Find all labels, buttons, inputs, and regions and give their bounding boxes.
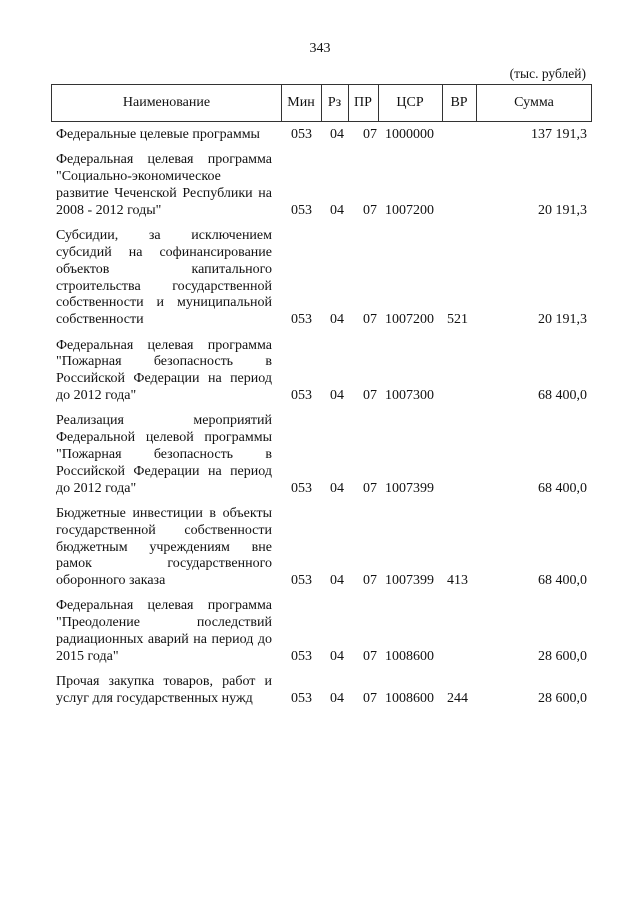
cell-rz: 04 <box>330 312 344 328</box>
cell-pr: 07 <box>363 648 377 664</box>
cell-sum: 137 191,3 <box>531 127 587 142</box>
header-min: Мин <box>287 95 315 110</box>
header-name: Наименование <box>122 95 211 110</box>
cell-sum: 68 400,0 <box>538 480 587 496</box>
cell-min: 053 <box>291 127 312 142</box>
cell-csr: 1008600 <box>385 648 434 664</box>
header-rz: Рз <box>327 95 342 110</box>
cell-sum: 68 400,0 <box>538 387 587 403</box>
table-header: Наименование Мин Рз ПР ЦСР ВР Сумма <box>51 84 592 122</box>
cell-pr: 07 <box>363 387 377 403</box>
table-row: Федеральные целевые программы 053 04 07 1000… <box>56 127 596 144</box>
row-name: Субсидии, за исключением субсидий на соф… <box>56 228 272 328</box>
cell-sum: 68 400,0 <box>538 573 587 589</box>
header-csr: ЦСР <box>396 95 424 110</box>
table-row: Бюджетные инвестиции в объекты государст… <box>56 506 596 590</box>
cell-min: 053 <box>291 480 312 496</box>
divider <box>321 85 322 121</box>
cell-pr: 07 <box>363 312 377 328</box>
cell-rz: 04 <box>330 480 344 496</box>
row-name: Прочая закупка товаров, работ и услуг дл… <box>56 674 272 707</box>
cell-min: 053 <box>291 691 312 707</box>
cell-min: 053 <box>291 387 312 403</box>
cell-csr: 1008600 <box>385 691 434 707</box>
divider <box>281 85 282 121</box>
units-label: (тыс. рублей) <box>509 66 586 81</box>
cell-min: 053 <box>291 312 312 328</box>
cell-rz: 04 <box>330 387 344 403</box>
table-row: Прочая закупка товаров, работ и услуг дл… <box>56 674 596 708</box>
cell-pr: 07 <box>363 127 377 142</box>
cell-csr: 1007200 <box>385 312 434 328</box>
cell-rz: 04 <box>330 648 344 664</box>
cell-rz: 04 <box>330 202 344 218</box>
cell-min: 053 <box>291 202 312 218</box>
row-name: Бюджетные инвестиции в объекты государст… <box>56 505 272 589</box>
cell-sum: 28 600,0 <box>538 648 587 664</box>
divider <box>348 85 349 121</box>
divider <box>476 85 477 121</box>
row-name: Федеральная целевая программа "Социально… <box>56 152 272 218</box>
cell-min: 053 <box>291 573 312 589</box>
row-name: Федеральная целевая программа "Пожарная … <box>56 337 272 403</box>
cell-sum: 28 600,0 <box>538 691 587 707</box>
cell-vr: 413 <box>447 573 468 589</box>
cell-sum: 20 191,3 <box>538 202 587 218</box>
cell-rz: 04 <box>330 573 344 589</box>
cell-csr: 1000000 <box>385 127 434 142</box>
cell-csr: 1007399 <box>385 480 434 496</box>
header-pr: ПР <box>354 95 372 110</box>
header-vr: ВР <box>450 95 468 110</box>
divider <box>442 85 443 121</box>
row-name: Федеральная целевая программа "Преодолен… <box>56 598 272 664</box>
cell-pr: 07 <box>363 691 377 707</box>
table-row: Субсидии, за исключением субсидий на соф… <box>56 228 596 329</box>
cell-pr: 07 <box>363 573 377 589</box>
cell-rz: 04 <box>330 127 344 142</box>
cell-vr: 244 <box>447 691 468 707</box>
table-body: Федеральные целевые программы 053 04 07 1000… <box>56 127 596 716</box>
table-row: Федеральная целевая программа "Преодолен… <box>56 598 596 665</box>
cell-csr: 1007200 <box>385 202 434 218</box>
header-sum: Сумма <box>514 95 554 110</box>
cell-pr: 07 <box>363 202 377 218</box>
row-name: Реализация мероприятий Федеральной целев… <box>56 413 272 496</box>
divider <box>378 85 379 121</box>
cell-csr: 1007300 <box>385 387 434 403</box>
cell-rz: 04 <box>330 691 344 707</box>
cell-pr: 07 <box>363 480 377 496</box>
cell-vr: 521 <box>447 312 468 328</box>
cell-sum: 20 191,3 <box>538 312 587 328</box>
table-row: Федеральная целевая программа "Пожарная … <box>56 338 596 405</box>
table-row: Федеральная целевая программа "Социально… <box>56 152 596 219</box>
cell-csr: 1007399 <box>385 573 434 589</box>
row-name: Федеральные целевые программы <box>56 127 260 142</box>
cell-min: 053 <box>291 648 312 664</box>
table-row: Реализация мероприятий Федеральной целев… <box>56 413 596 497</box>
page-number: 343 <box>309 41 331 56</box>
